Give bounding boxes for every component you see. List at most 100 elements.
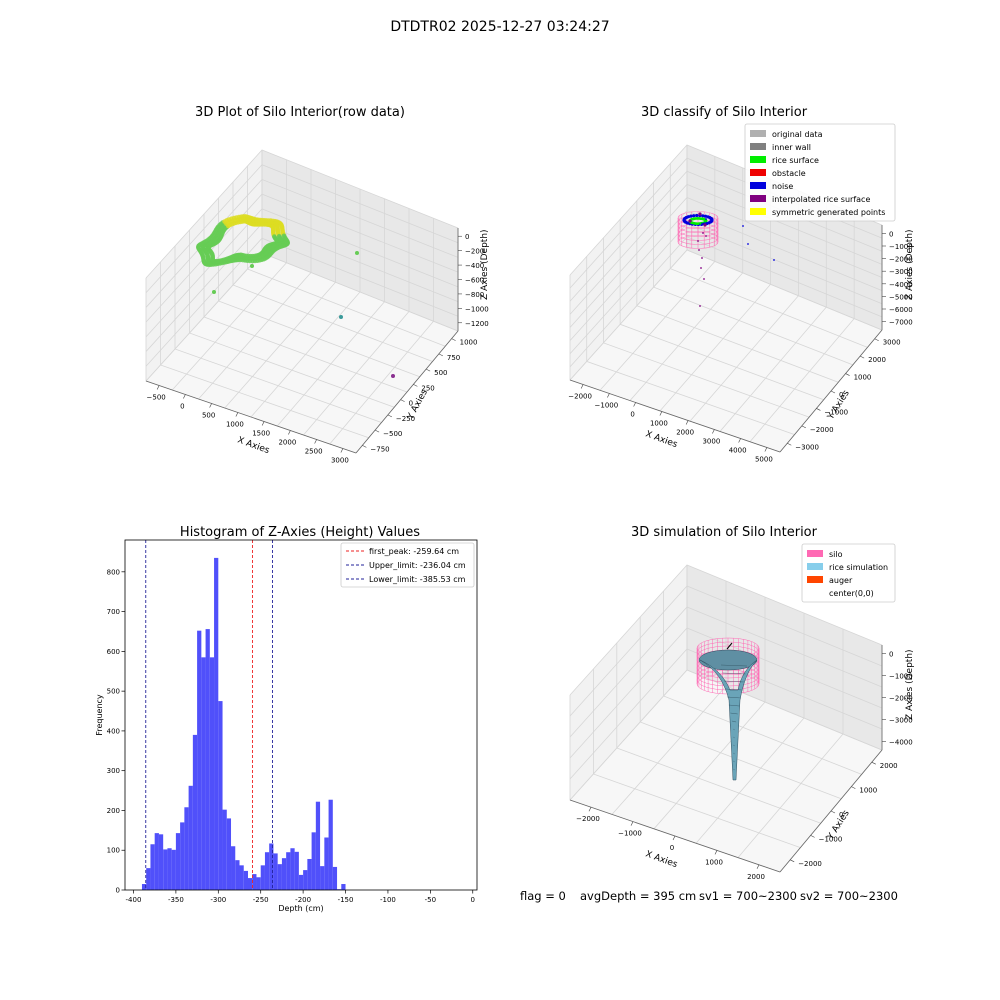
x-tick-label: 4000 (729, 447, 747, 455)
x-tick (261, 421, 265, 426)
x-tick-label: −500 (147, 394, 166, 402)
y-tick-label: −1000 (819, 835, 843, 843)
histogram-x-tick-label: -250 (253, 896, 269, 904)
y-tick (830, 390, 836, 394)
panel-raw-title: 3D Plot of Silo Interior(row data) (195, 105, 405, 120)
x-tick-label: −2000 (576, 815, 600, 823)
rice-funnel-mesh (733, 760, 735, 763)
x-tick-label: 1500 (252, 430, 270, 438)
x-tick-label: 2000 (747, 873, 765, 881)
z-tick-label: −5000 (889, 293, 913, 301)
histogram-bar (167, 848, 172, 890)
x-tick-label: 0 (630, 411, 634, 419)
histogram-bar (315, 801, 321, 890)
panel-simulation-3d: 3D simulation of Silo Interior −2000 −100… (569, 525, 915, 881)
legend-label: silo (829, 550, 843, 559)
y-tick-label: 1000 (854, 374, 872, 382)
y-tick-label: 750 (447, 354, 460, 362)
x-tick (712, 429, 715, 434)
histogram-bar (214, 557, 219, 890)
panel-raw-tick-labels: −500050010001500200025003000−750−500−250… (147, 233, 489, 464)
figure-suptitle: DTDTR02 2025-12-27 03:24:27 (390, 19, 609, 35)
grid-line (145, 193, 459, 323)
histogram-vlines (145, 540, 274, 890)
rice-funnel-mesh (727, 696, 741, 699)
x-tick (314, 439, 317, 444)
x-tick-label: 1000 (226, 421, 244, 429)
grid-line (569, 197, 883, 328)
histogram-bar (252, 874, 257, 890)
interpolated-point (699, 305, 701, 307)
panel-raw-points (196, 214, 395, 378)
x-tick-label: 0 (670, 844, 674, 852)
rice-surface-point (704, 219, 708, 223)
noise-point (695, 213, 699, 218)
x-tick (659, 411, 663, 416)
legend-frame (744, 123, 896, 222)
pane-floor (570, 670, 882, 872)
panel-classify-zlabel: Z Axies (Depth) (905, 229, 915, 300)
y-tick-label: 2000 (868, 356, 886, 364)
panel-histogram: Histogram of Z-Axies (Height) Values -40… (95, 525, 478, 913)
histogram-bar (175, 833, 181, 891)
x-tick (209, 403, 212, 408)
x-tick-label: −1000 (618, 830, 642, 838)
rice-funnel-mesh (733, 728, 735, 731)
x-tick-label: 0 (180, 403, 184, 411)
y-tick-label: 500 (434, 369, 447, 377)
legend-label: center(0,0) (829, 589, 874, 598)
interpolated-point (698, 249, 700, 251)
z-tick-label: 0 (889, 230, 893, 238)
footer-sv1: sv1 = 700~2300 (699, 889, 797, 903)
noise-point (747, 243, 749, 245)
panel-classify-xlabel: X Axies (644, 429, 679, 450)
histogram-bar (260, 865, 265, 890)
legend-swatch (750, 130, 766, 137)
axis-line-x (569, 379, 781, 453)
legend-label: rice surface (772, 156, 819, 165)
legend-swatch (750, 156, 766, 163)
grid-line (145, 164, 459, 293)
x-tick (630, 821, 634, 826)
panel-simulation-surface (696, 637, 760, 781)
histogram-y-tick-label: 0 (116, 887, 120, 895)
y-tick-label: −750 (370, 445, 389, 453)
auger-marker (726, 642, 733, 650)
z-tick-label: −3000 (889, 717, 913, 725)
rice-funnel-mesh (725, 688, 743, 691)
panel-classify-tick-labels: −2000−1000010002000300040005000−3000−200… (568, 230, 912, 463)
legend-swatch (750, 169, 766, 176)
histogram-bar (146, 868, 151, 891)
histogram-bar (235, 860, 240, 890)
z-tick-label: 0 (889, 650, 893, 658)
rice-funnel-mesh (720, 664, 748, 667)
histogram-bar (192, 734, 198, 890)
histogram-bar (307, 858, 312, 890)
panel-classify-legend: original data inner wall rice surface obsta… (744, 123, 896, 222)
x-tick (633, 402, 636, 407)
panel-raw-zlabel: Z Axies (Depth) (480, 229, 490, 300)
histogram-bar (324, 837, 329, 890)
raw-outlier-point (339, 315, 343, 319)
interpolated-point (703, 278, 705, 280)
x-tick-label: 500 (202, 412, 215, 420)
x-tick-label: −1000 (595, 402, 619, 410)
histogram-x-tick-label: 0 (471, 896, 475, 904)
rice-funnel-mesh (733, 768, 735, 771)
rice-funnel-mesh (733, 752, 735, 755)
y-tick-label: −2000 (810, 426, 834, 434)
y-tick (451, 338, 456, 341)
z-tick-label: −1000 (889, 243, 913, 251)
histogram-y-tick-label: 200 (107, 807, 120, 815)
histogram-bar (141, 884, 147, 890)
x-tick (764, 447, 768, 452)
histogram-x-tick-label: -350 (168, 896, 184, 904)
y-tick (362, 445, 367, 448)
histogram-x-tick-label: -200 (295, 896, 311, 904)
histogram-legend-label: Upper_limit: -236.04 cm (369, 561, 466, 570)
grid-line (569, 183, 883, 315)
histogram-bar (337, 889, 342, 890)
legend-frame (801, 543, 896, 603)
histogram-y-tick-label: 700 (107, 608, 120, 616)
noise-point (686, 215, 691, 219)
